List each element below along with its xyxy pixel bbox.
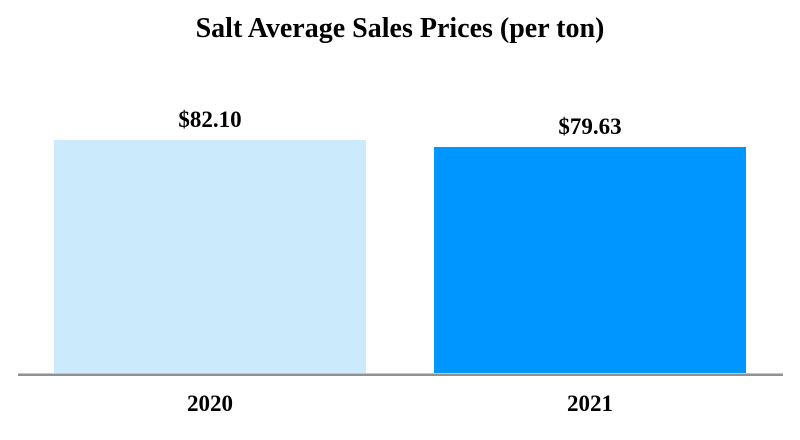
bar-value-label-2020: $82.10	[178, 107, 242, 132]
bar-value-label-2021: $79.63	[558, 114, 622, 139]
chart-title: Salt Average Sales Prices (per ton)	[195, 13, 605, 44]
bar-2020	[54, 140, 366, 373]
x-tick-label-2020: 2020	[187, 391, 233, 416]
bar-group-2020: $82.10	[54, 106, 366, 373]
x-tick-label-2021: 2021	[567, 391, 613, 416]
x-axis-line	[18, 373, 783, 376]
bar-2021	[434, 147, 746, 373]
bar-group-2021: $79.63	[434, 113, 746, 373]
